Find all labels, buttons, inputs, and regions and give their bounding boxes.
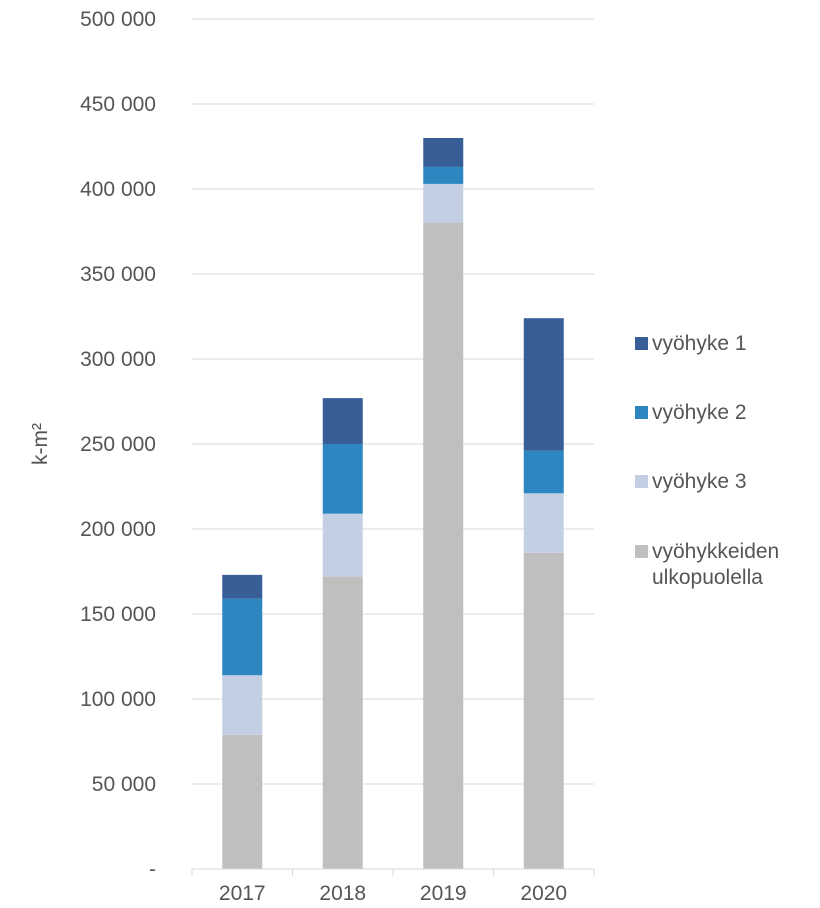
bar-segment	[523, 318, 564, 451]
legend-label: vyöhyke 3	[652, 470, 747, 493]
bar-segment	[222, 574, 263, 599]
bar-segment	[523, 450, 564, 494]
legend-swatch	[635, 337, 648, 350]
y-tick-label: 150 000	[80, 603, 156, 626]
legend-label: vyöhykkeiden	[652, 540, 779, 563]
y-tick-label: 100 000	[80, 688, 156, 711]
y-axis-label: k-m²	[29, 423, 52, 465]
legend-label: vyöhyke 2	[652, 401, 747, 424]
bar-segment	[423, 183, 464, 223]
y-tick-label: 400 000	[80, 178, 156, 201]
bar-segment	[523, 493, 564, 553]
legend-swatch	[635, 406, 648, 419]
bar-segment	[222, 734, 263, 869]
bars	[222, 138, 564, 869]
bar-segment	[322, 398, 363, 444]
y-tick-label: 450 000	[80, 93, 156, 116]
y-tick-label: 350 000	[80, 263, 156, 286]
legend-label: ulkopuolella	[652, 566, 763, 589]
legend-swatch	[635, 545, 648, 558]
bar-segment	[222, 675, 263, 735]
bar-segment	[322, 513, 363, 577]
x-axis: 2017 2018 2019 2020	[191, 868, 595, 905]
y-tick-label: 200 000	[80, 518, 156, 541]
x-tick-label: 2018	[319, 882, 366, 905]
x-tick-label: 2019	[420, 882, 467, 905]
bar-segment	[423, 138, 464, 167]
bar-segment	[423, 166, 464, 184]
bar-segment	[423, 223, 464, 869]
x-tick-label: 2020	[520, 882, 567, 905]
legend-swatch	[635, 475, 648, 488]
y-tick-label: 300 000	[80, 348, 156, 371]
bar-segment	[222, 598, 263, 676]
y-tick-label: 500 000	[80, 8, 156, 31]
y-axis: - 50 000 100 000 150 000 200 000 250 000 300 0…	[80, 8, 156, 881]
x-tick-label: 2017	[219, 882, 266, 905]
y-tick-label: 250 000	[80, 433, 156, 456]
bar-segment	[322, 576, 363, 869]
bar-segment	[523, 552, 564, 869]
y-tick-label: 50 000	[92, 773, 156, 796]
legend-label: vyöhyke 1	[652, 332, 747, 355]
bar-segment	[322, 444, 363, 514]
y-tick-label: -	[149, 858, 156, 881]
legend: vyöhyke 1 vyöhyke 2 vyöhyke 3 vyöhykkeiden u…	[635, 332, 779, 589]
